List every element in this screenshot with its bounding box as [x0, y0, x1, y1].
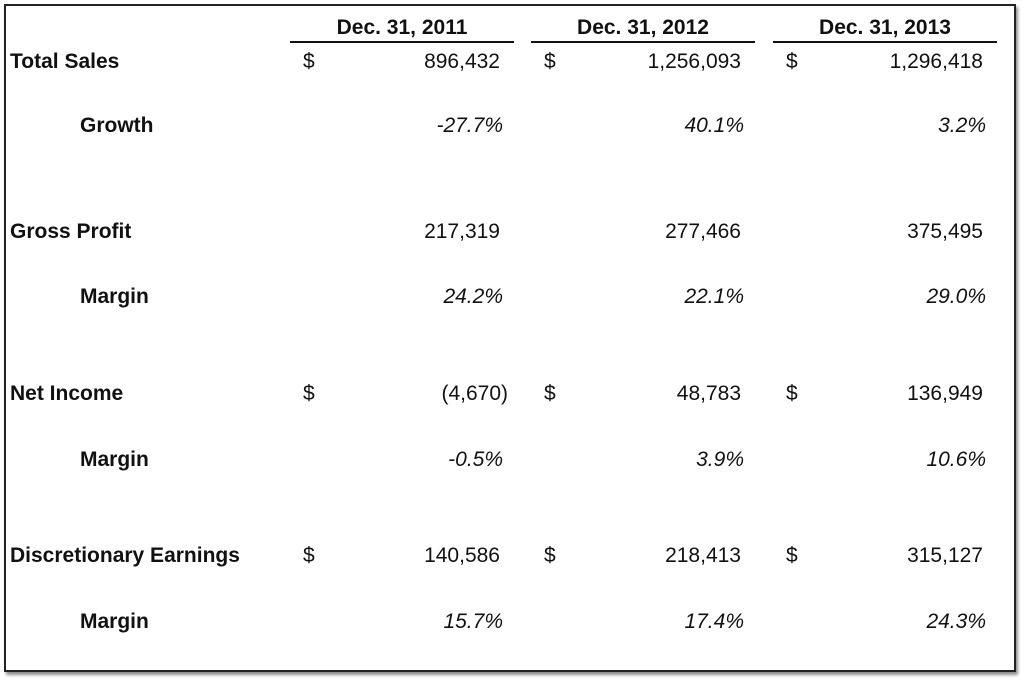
- cell-value: 277,466: [665, 220, 741, 243]
- cell-value: 315,127: [907, 544, 983, 567]
- sub-row-label: Growth: [80, 114, 154, 137]
- cell-value: 375,495: [907, 220, 983, 243]
- percent-value: 24.2%: [443, 285, 503, 308]
- percent-value: 3.2%: [938, 114, 986, 137]
- currency-symbol: $: [544, 382, 556, 405]
- header-rule: [773, 41, 997, 43]
- sub-row-label: Margin: [80, 285, 149, 308]
- percent-value: -0.5%: [448, 448, 503, 471]
- cell-value: 136,949: [907, 382, 983, 405]
- cell-value: 1,296,418: [889, 50, 983, 73]
- cell-value: 896,432: [424, 50, 500, 73]
- percent-value: 22.1%: [684, 285, 744, 308]
- cell-value: 1,256,093: [647, 50, 741, 73]
- percent-value: 40.1%: [684, 114, 744, 137]
- table-frame: [4, 4, 1016, 672]
- percent-value: -27.7%: [436, 114, 503, 137]
- currency-symbol: $: [303, 50, 315, 73]
- sub-row-label: Margin: [80, 610, 149, 633]
- header-rule: [531, 41, 755, 43]
- row-label: Total Sales: [10, 50, 120, 73]
- row-label: Gross Profit: [10, 220, 132, 243]
- sub-row-label: Margin: [80, 448, 149, 471]
- row-label: Discretionary Earnings: [10, 544, 240, 567]
- percent-value: 3.9%: [696, 448, 744, 471]
- cell-value: 218,413: [665, 544, 741, 567]
- row-label: Net Income: [10, 382, 124, 405]
- currency-symbol: $: [303, 382, 315, 405]
- currency-symbol: $: [303, 544, 315, 567]
- percent-value: 29.0%: [926, 285, 986, 308]
- percent-value: 15.7%: [443, 610, 503, 633]
- currency-symbol: $: [544, 544, 556, 567]
- currency-symbol: $: [544, 50, 556, 73]
- column-header: Dec. 31, 2013: [819, 16, 951, 39]
- currency-symbol: $: [786, 544, 798, 567]
- header-rule: [290, 41, 514, 43]
- cell-value: 217,319: [424, 220, 500, 243]
- percent-value: 24.3%: [926, 610, 986, 633]
- cell-value: 140,586: [424, 544, 500, 567]
- currency-symbol: $: [786, 50, 798, 73]
- cell-value: (4,670): [441, 382, 508, 405]
- cell-value: 48,783: [676, 382, 741, 405]
- currency-symbol: $: [786, 382, 798, 405]
- column-header: Dec. 31, 2012: [577, 16, 709, 39]
- percent-value: 10.6%: [926, 448, 986, 471]
- percent-value: 17.4%: [684, 610, 744, 633]
- column-header: Dec. 31, 2011: [336, 16, 468, 39]
